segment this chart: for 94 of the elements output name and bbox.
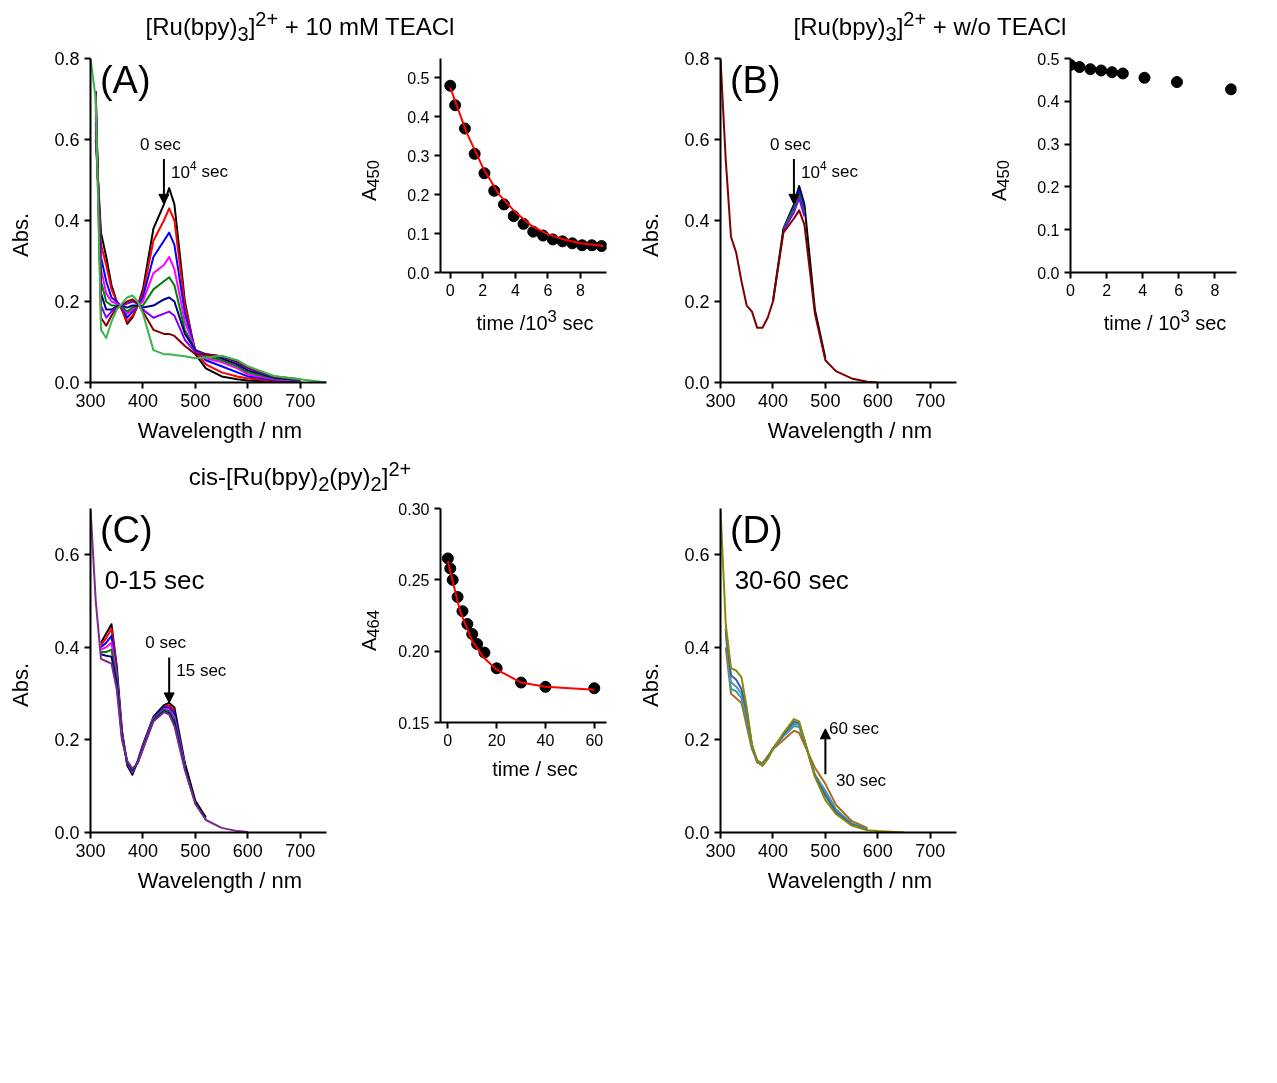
x-tick-label: 300 (705, 840, 736, 861)
x-tick-label: 8 (1210, 281, 1220, 299)
y-axis-title: Abs. (637, 662, 664, 709)
y-axis-title: Abs. (7, 662, 34, 709)
x-tick-label: 700 (285, 390, 316, 411)
x-tick-label: 600 (232, 840, 263, 861)
y-tick-label: 0.4 (54, 211, 80, 231)
x-axis-title: time / sec (491, 757, 579, 782)
x-tick-label: 2 (1102, 281, 1112, 299)
annotation: 30 sec (836, 771, 887, 791)
annotation: 15 sec (176, 661, 227, 680)
annotation: 30-60 sec (734, 564, 849, 595)
y-axis-title: Abs. (7, 212, 34, 259)
y-tick-label: 0.0 (1037, 264, 1060, 282)
x-tick-label: 700 (915, 840, 946, 861)
annotation: (B) (729, 58, 781, 101)
annotation: 0 sec (145, 633, 187, 653)
annotation: (A) (99, 58, 151, 101)
x-axis-title: Wavelength / nm (136, 867, 304, 895)
x-tick-label: 300 (75, 840, 106, 861)
y-tick-label: 0.0 (407, 264, 430, 282)
y-tick-label: 0.20 (398, 643, 430, 661)
x-tick-label: 500 (180, 840, 211, 861)
y-tick-label: 0.4 (407, 108, 430, 126)
x-tick-label: 8 (576, 281, 586, 299)
x-tick-label: 6 (1174, 281, 1184, 299)
annotation: 0 sec (140, 134, 182, 154)
x-tick-label: 500 (180, 390, 211, 411)
y-tick-label: 0.2 (54, 292, 80, 312)
y-tick-label: 0.2 (1037, 178, 1060, 196)
annotation: 60 sec (828, 719, 880, 739)
y-tick-label: 0.5 (1037, 50, 1060, 68)
y-tick-label: 0.2 (407, 186, 430, 204)
x-tick-label: 400 (127, 390, 158, 411)
y-tick-label: 0.3 (407, 147, 430, 165)
chart-title: cis-[Ru(bpy)$_{2}$(py)$_{2}$]$^{2+}$ (187, 457, 413, 497)
x-tick-label: 600 (862, 840, 893, 861)
x-axis-title: Wavelength / nm (136, 417, 304, 445)
y-tick-label: 0.6 (684, 130, 710, 150)
x-tick-label: 4 (1138, 281, 1148, 299)
x-tick-label: 60 (585, 731, 604, 749)
x-tick-label: 400 (757, 840, 788, 861)
x-tick-label: 600 (232, 390, 263, 411)
y-tick-label: 0.6 (54, 130, 80, 150)
y-tick-label: 0.4 (684, 637, 710, 658)
x-tick-label: 500 (810, 390, 841, 411)
chart-title: [Ru(bpy)$_{3}$]$^{2+}$ + w/o TEACl (792, 7, 1068, 47)
chart-title: [Ru(bpy)$_{3}$]$^{2+}$ + 10 mM TEACl (144, 7, 456, 47)
y-tick-label: 0.0 (684, 373, 710, 393)
x-tick-label: 700 (915, 390, 946, 411)
y-tick-label: 0.1 (1037, 221, 1060, 239)
x-axis-title: time / 10$^{3}$ sec (1102, 306, 1228, 336)
x-tick-label: 20 (487, 731, 506, 749)
y-tick-label: 0.2 (684, 730, 710, 751)
x-tick-label: 500 (810, 840, 841, 861)
y-tick-label: 0.30 (398, 500, 430, 518)
x-axis-title: time /10$^{3}$ sec (475, 306, 595, 336)
y-tick-label: 0.6 (54, 545, 80, 566)
x-tick-label: 0 (443, 731, 453, 749)
y-tick-label: 0.1 (407, 225, 430, 243)
x-tick-label: 300 (705, 390, 736, 411)
y-tick-label: 0.2 (684, 292, 710, 312)
y-tick-label: 0.0 (684, 823, 710, 843)
y-tick-label: 0.8 (684, 49, 710, 69)
x-tick-label: 700 (285, 840, 316, 861)
x-tick-label: 2 (478, 281, 488, 299)
y-tick-label: 0.0 (54, 823, 80, 843)
y-tick-label: 0.4 (684, 211, 710, 231)
y-tick-label: 0.8 (54, 49, 80, 69)
x-axis-title: Wavelength / nm (766, 417, 934, 445)
x-tick-label: 400 (127, 840, 158, 861)
y-tick-label: 0.0 (54, 373, 80, 393)
y-tick-label: 0.6 (684, 545, 710, 566)
annotation: 0 sec (770, 134, 812, 154)
y-tick-label: 0.15 (398, 714, 430, 732)
x-tick-label: 6 (543, 281, 553, 299)
annotation: (D) (729, 508, 783, 551)
y-tick-label: 0.4 (1037, 93, 1060, 111)
y-tick-label: 0.3 (1037, 136, 1060, 154)
x-tick-label: 0 (1066, 281, 1076, 299)
x-tick-label: 400 (757, 390, 788, 411)
annotation: (C) (99, 508, 153, 551)
x-tick-label: 300 (75, 390, 106, 411)
y-tick-label: 0.2 (54, 730, 80, 751)
x-tick-label: 40 (536, 731, 555, 749)
annotation: 0-15 sec (104, 564, 205, 595)
y-tick-label: 0.5 (407, 69, 430, 87)
y-axis-title: Abs. (637, 212, 664, 259)
x-axis-title: Wavelength / nm (766, 867, 934, 895)
y-tick-label: 0.25 (398, 571, 430, 589)
x-tick-label: 4 (510, 281, 520, 299)
x-tick-label: 600 (862, 390, 893, 411)
x-tick-label: 0 (445, 281, 455, 299)
y-tick-label: 0.4 (54, 637, 80, 658)
